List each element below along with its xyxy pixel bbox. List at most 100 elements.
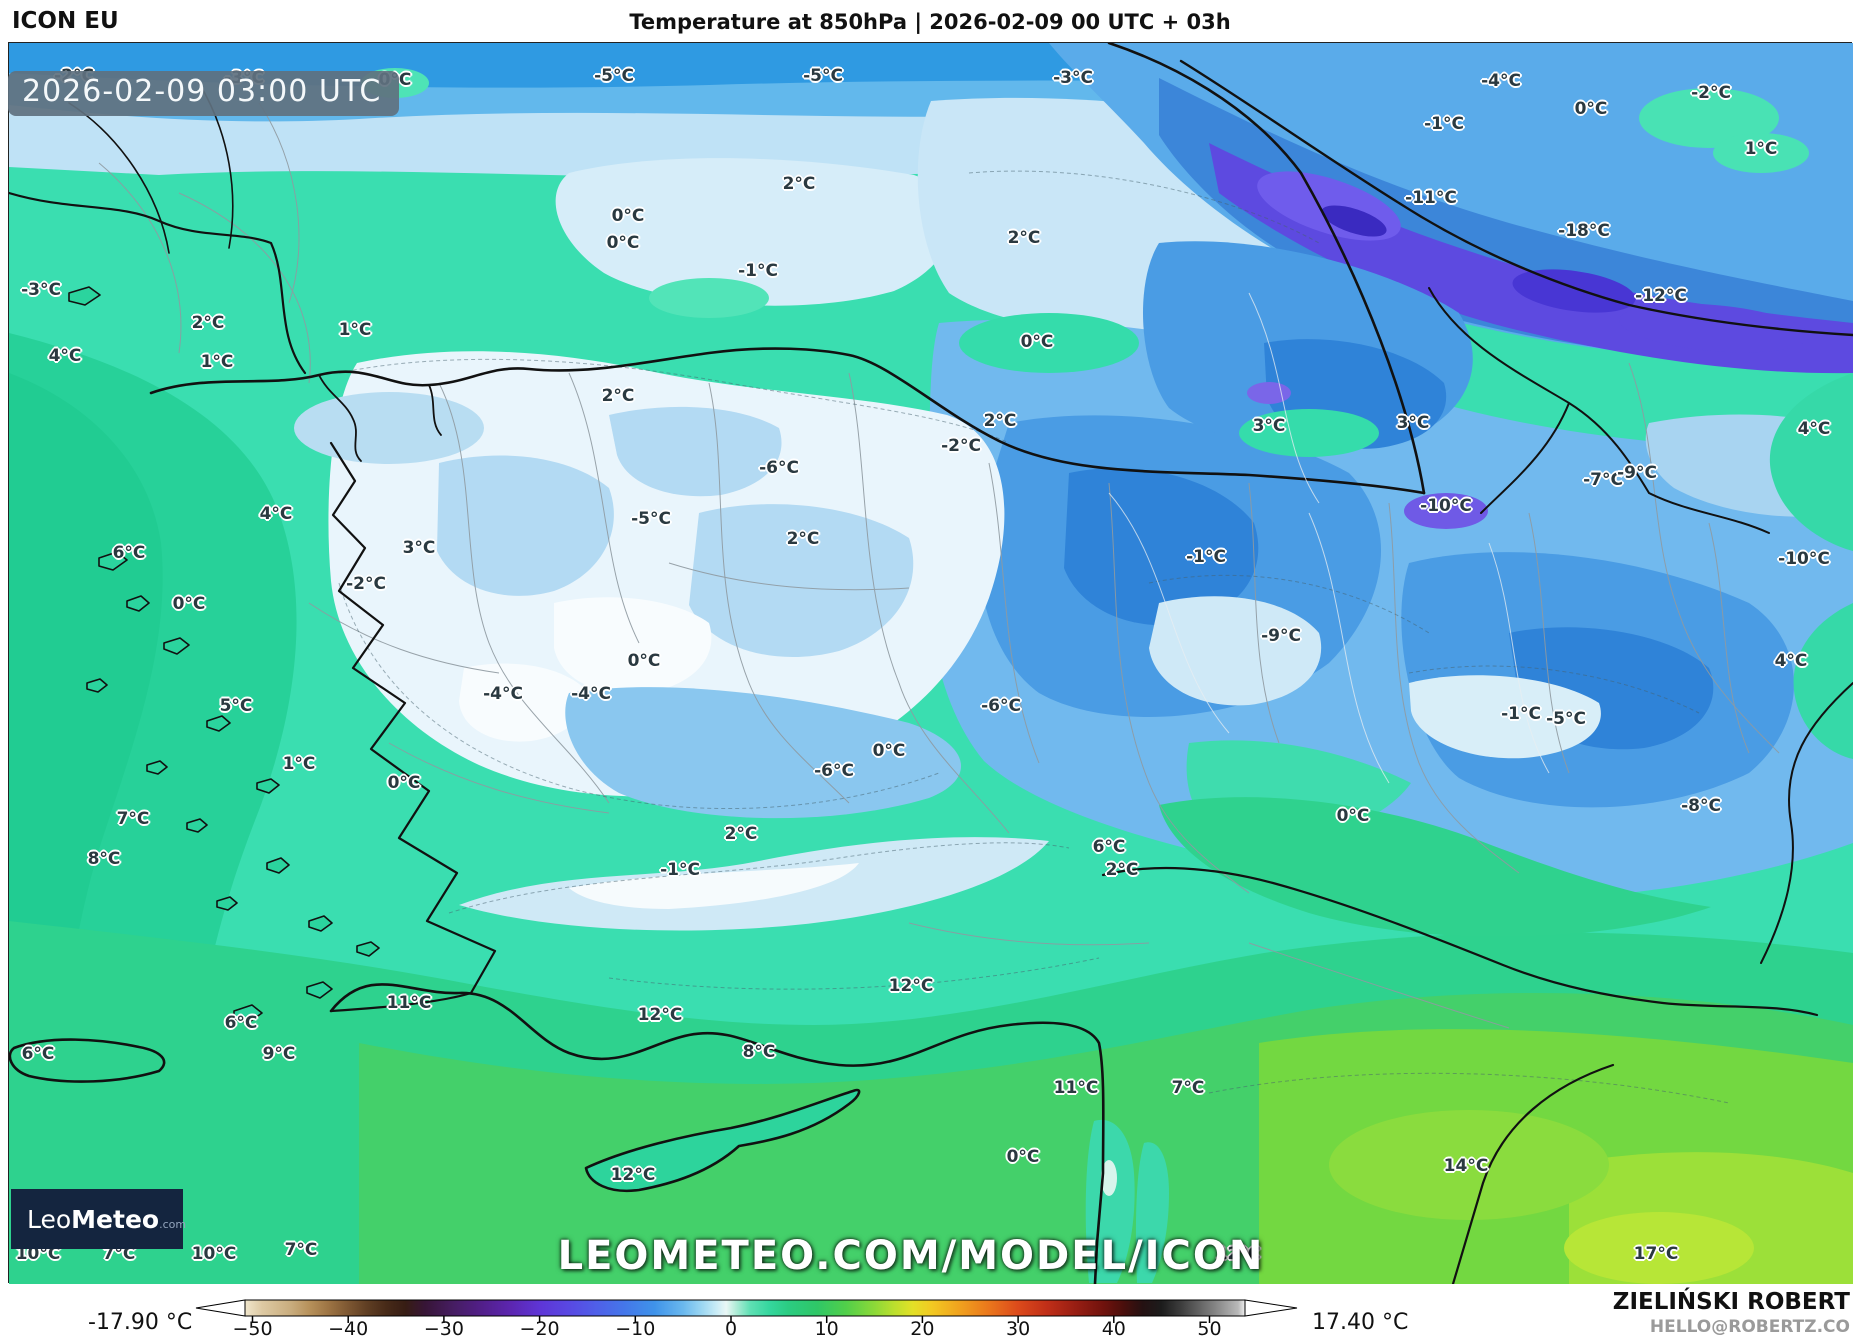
colorbar-tick: −20 <box>519 1318 560 1338</box>
temp-label: -1°C <box>1186 547 1226 567</box>
temp-label: 6°C <box>112 543 146 563</box>
map-canvas: -2°C -3°C 0°C -5°C -5°C -3°C -4°C 0°C -2°C -1°C 1°… <box>8 42 1853 1284</box>
page-title: Temperature at 850hPa | 2026-02-09 00 UT… <box>629 10 1231 34</box>
colorbar-tick: 0 <box>724 1318 738 1338</box>
colorbar-tick: 50 <box>1197 1318 1222 1338</box>
temp-label: 8°C <box>742 1042 776 1062</box>
temp-label: -1°C <box>660 860 700 880</box>
temp-label: 12°C <box>888 976 934 996</box>
temp-label: -6°C <box>759 458 799 478</box>
temp-label: 12°C <box>610 1165 656 1185</box>
temp-label: -1°C <box>1424 114 1464 134</box>
temp-label: 2°C <box>782 174 816 194</box>
contact-credit: HELLO@ROBERTZ.CO <box>1649 1317 1850 1337</box>
temperature-labels-layer: -2°C -3°C 0°C -5°C -5°C -3°C -4°C 0°C -2°C -1°C 1°… <box>9 43 1851 1282</box>
temp-label: -2°C <box>346 574 386 594</box>
temp-label: -5°C <box>631 509 671 529</box>
temp-label: -10°C <box>1778 549 1830 569</box>
header-bar: ICON EU Temperature at 850hPa | 2026-02-… <box>0 0 1860 42</box>
temp-label: 2°C <box>724 824 758 844</box>
temp-label: 0°C <box>387 773 421 793</box>
temp-label: -12°C <box>1635 286 1687 306</box>
temp-label: 1°C <box>200 352 234 372</box>
temp-label: 0°C <box>611 206 645 226</box>
colorbar-tick: 40 <box>1101 1318 1126 1338</box>
colorbar-tick: −10 <box>615 1318 656 1338</box>
temp-label: 3°C <box>402 538 436 558</box>
logo-text: LeoMeteo.com <box>27 1204 187 1234</box>
temp-label: 3°C <box>1396 413 1430 433</box>
colorbar-tick: 30 <box>1006 1318 1031 1338</box>
temp-label: 0°C <box>1020 332 1054 352</box>
temp-label: 2°C <box>786 529 820 549</box>
temp-label: 1°C <box>282 754 316 774</box>
temp-label: 7°C <box>102 1244 136 1264</box>
temp-label: -5°C <box>594 66 634 86</box>
temperature-contour-map <box>9 43 1853 1284</box>
temp-label: -6°C <box>814 761 854 781</box>
temp-label: -18°C <box>1558 221 1610 241</box>
temp-label: 8°C <box>87 849 121 869</box>
temperature-colorbar <box>195 1299 1298 1323</box>
colorbar-tick: 10 <box>814 1318 839 1338</box>
temp-label: 2°C <box>1105 860 1139 880</box>
colorbar-tick: −40 <box>328 1318 369 1338</box>
temp-label: 0°C <box>1574 99 1608 119</box>
temp-label: 4°C <box>1797 419 1831 439</box>
temp-label: -1°C <box>1501 704 1541 724</box>
temp-label: 2°C <box>601 386 635 406</box>
temp-label: -3°C <box>1053 68 1093 88</box>
temp-label: 4°C <box>48 346 82 366</box>
temp-label: 4°C <box>259 504 293 524</box>
temp-label: 10°C <box>191 1244 237 1264</box>
temp-label: 6°C <box>21 1044 55 1064</box>
colorbar-tick: 20 <box>910 1318 935 1338</box>
temp-label: 0°C <box>172 594 206 614</box>
temp-label: 2°C <box>1007 228 1041 248</box>
min-temperature-label: -17.90 °C <box>88 1310 193 1335</box>
temp-label: 0°C <box>872 741 906 761</box>
temp-label: 0°C <box>1336 806 1370 826</box>
temp-label: -10°C <box>1420 496 1472 516</box>
temp-label: -1°C <box>738 261 778 281</box>
colorbar-tick: −30 <box>423 1318 464 1338</box>
temp-label: 12°C <box>637 1005 683 1025</box>
temp-label: 0°C <box>606 233 640 253</box>
temp-label: -4°C <box>571 684 611 704</box>
temp-label: 0°C <box>1006 1147 1040 1167</box>
max-temperature-label: 17.40 °C <box>1312 1310 1409 1335</box>
temp-label: 6°C <box>224 1013 258 1033</box>
temp-label: 11°C <box>1053 1078 1099 1098</box>
leometeo-logo: LeoMeteo.com <box>11 1189 187 1249</box>
temp-label: 0°C <box>627 651 661 671</box>
temp-label: 7°C <box>116 809 150 829</box>
temp-label: 5°C <box>219 696 253 716</box>
temp-label: -5°C <box>1546 709 1586 729</box>
temp-label: -2°C <box>1691 83 1731 103</box>
temp-label: -2°C <box>941 436 981 456</box>
temp-label: 2°C <box>983 411 1017 431</box>
temp-label: -6°C <box>981 696 1021 716</box>
temp-label: 4°C <box>1774 651 1808 671</box>
temp-label: -4°C <box>1481 71 1521 91</box>
watermark: LEOMETEO.COM/MODEL/ICON <box>557 1233 1265 1279</box>
temp-label: 12°C <box>1215 1244 1261 1264</box>
temp-label: 9°C <box>262 1044 296 1064</box>
temp-label: 7°C <box>284 1240 318 1260</box>
temp-label: -9°C <box>1617 463 1657 483</box>
temp-label: 17°C <box>1633 1244 1679 1264</box>
temp-label: -4°C <box>483 684 523 704</box>
colorbar-tick: −50 <box>232 1318 273 1338</box>
temp-label: -5°C <box>803 66 843 86</box>
temp-label: 14°C <box>1443 1156 1489 1176</box>
temp-label: -9°C <box>1261 626 1301 646</box>
temp-label: 11°C <box>386 993 432 1013</box>
author-credit: ZIELIŃSKI ROBERT <box>1612 1289 1850 1315</box>
temp-label: -3°C <box>21 280 61 300</box>
temp-label: -11°C <box>1405 188 1457 208</box>
temp-label: 3°C <box>1252 416 1286 436</box>
temp-label: -7°C <box>1583 470 1623 490</box>
temp-label: -8°C <box>1681 796 1721 816</box>
temp-label: 10°C <box>15 1244 61 1264</box>
